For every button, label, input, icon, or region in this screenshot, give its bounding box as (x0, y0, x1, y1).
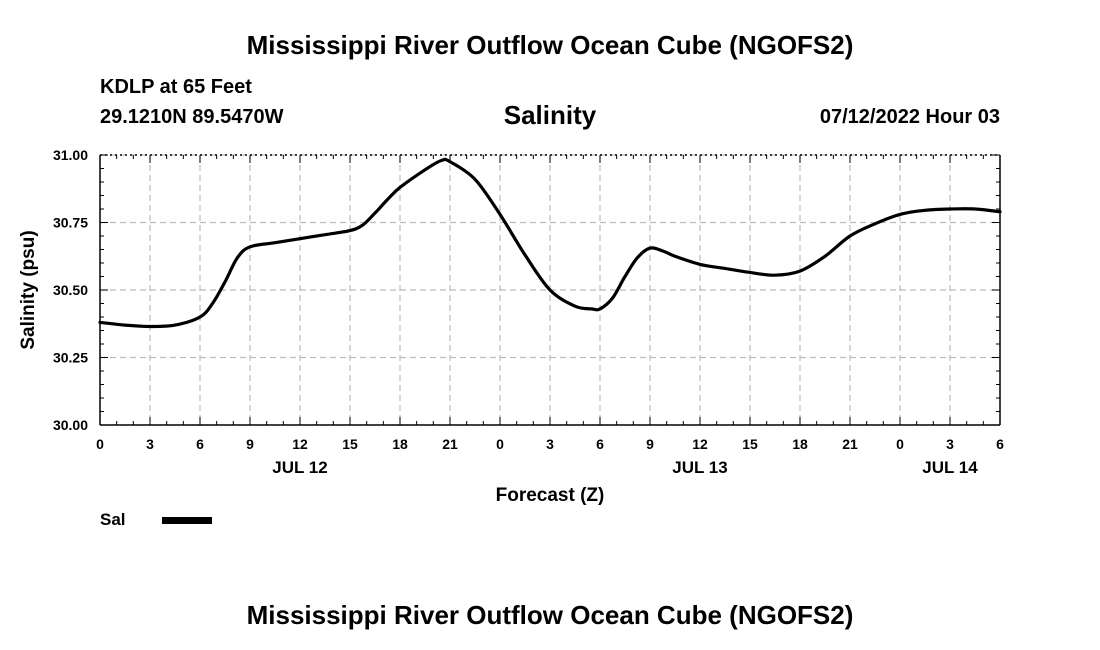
legend-swatch (162, 517, 212, 524)
x-tick-label: 6 (196, 436, 204, 452)
x-tick-label: 0 (496, 436, 504, 452)
x-tick-label: 12 (692, 436, 708, 452)
x-tick-label: 15 (742, 436, 758, 452)
y-tick-label: 30.50 (53, 282, 88, 298)
footer-title: Mississippi River Outflow Ocean Cube (NG… (246, 600, 854, 630)
day-label: JUL 12 (272, 458, 327, 477)
page-title: Mississippi River Outflow Ocean Cube (NG… (246, 30, 854, 60)
x-tick-label: 21 (842, 436, 858, 452)
series-line-sal (98, 157, 1002, 329)
legend-label: Sal (100, 510, 126, 529)
day-label: JUL 14 (922, 458, 978, 477)
y-axis-label: Salinity (psu) (18, 230, 39, 349)
x-tick-label: 3 (946, 436, 954, 452)
x-tick-label: 12 (292, 436, 308, 452)
y-tick-label: 30.00 (53, 417, 88, 433)
x-tick-label: 0 (896, 436, 904, 452)
x-tick-label: 0 (96, 436, 104, 452)
x-tick-label: 9 (246, 436, 254, 452)
x-tick-label: 18 (792, 436, 808, 452)
y-tick-label: 31.00 (53, 147, 88, 163)
x-tick-label: 9 (646, 436, 654, 452)
x-tick-label: 3 (546, 436, 554, 452)
x-tick-label: 6 (996, 436, 1004, 452)
forecast-datetime: 07/12/2022 Hour 03 (819, 106, 1000, 128)
y-tick-label: 30.75 (53, 215, 88, 231)
x-tick-label: 15 (342, 436, 358, 452)
x-axis-label: Forecast (Z) (496, 485, 605, 506)
x-tick-label: 6 (596, 436, 604, 452)
y-tick-label: 30.25 (53, 350, 88, 366)
station-label: KDLP at 65 Feet (100, 76, 252, 98)
x-tick-label: 18 (392, 436, 408, 452)
x-tick-label: 21 (442, 436, 458, 452)
x-tick-label: 3 (146, 436, 154, 452)
day-label: JUL 13 (672, 458, 727, 477)
station-coords: 29.1210N 89.5470W (100, 106, 284, 128)
chart-title: Salinity (503, 100, 597, 130)
